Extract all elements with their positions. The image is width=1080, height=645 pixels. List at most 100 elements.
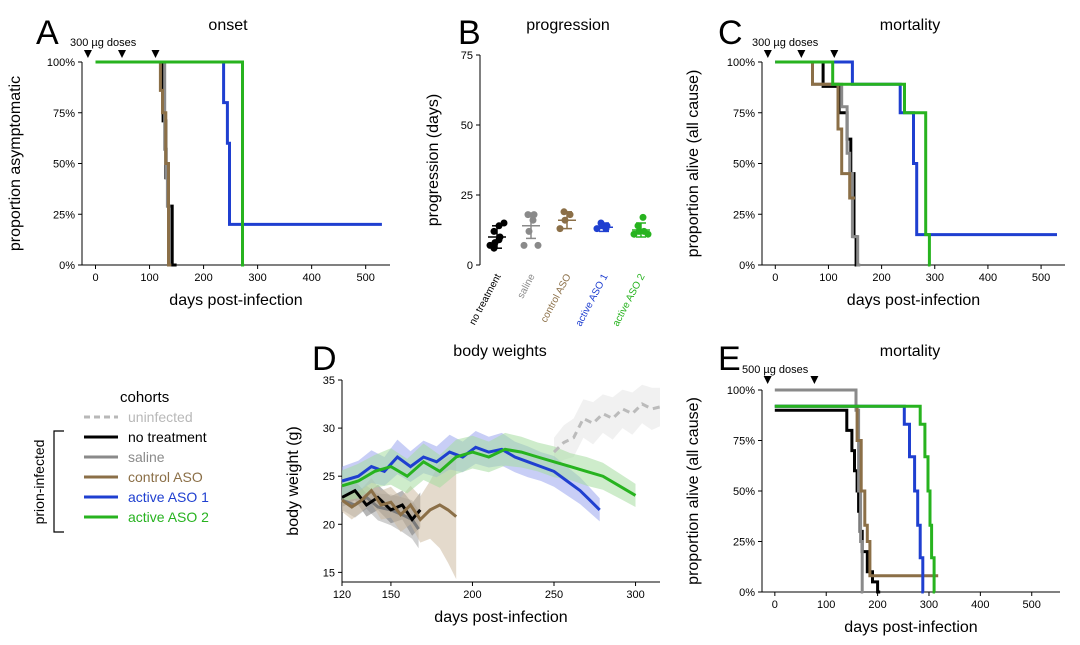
series-line-saline <box>775 60 861 267</box>
x-axis-label: days post-infection <box>434 609 567 626</box>
data-point <box>500 219 508 227</box>
x-tick-label: 300 <box>920 599 938 611</box>
x-axis-label: days post-infection <box>169 292 302 309</box>
data-point <box>556 225 564 233</box>
x-tick-label: 120 <box>333 589 351 601</box>
y-axis-label: progression (days) <box>425 94 442 227</box>
panel-e-dose-label: 500 µg doses <box>742 364 809 376</box>
series-line-control_aso <box>774 404 939 578</box>
y-tick-label: 50 <box>461 120 473 132</box>
category-label: active ASO 2 <box>611 272 648 329</box>
series-line-active_aso_2 <box>775 60 931 267</box>
x-tick-label: 500 <box>1032 272 1050 284</box>
legend-items: uninfected no treatment saline control ASO a… <box>84 409 209 525</box>
panel-a: A onset 300 µg doses 0 100 200 300 400 500 0% 2… <box>7 14 390 309</box>
x-axis-label: days post-infection <box>844 619 977 636</box>
legend-item-label: active ASO 1 <box>128 489 209 505</box>
x-tick-label: 0 <box>772 599 778 611</box>
dose-marker <box>117 50 126 58</box>
panel-d-plot: 120 150 200 250 300 15 20 25 30 35 days post-infec… <box>285 375 661 626</box>
y-tick-label: 75% <box>733 108 755 120</box>
x-tick-label: 200 <box>872 272 890 284</box>
panel-e-letter: E <box>718 340 741 378</box>
y-tick-label: 50% <box>53 159 75 171</box>
x-tick-label: 300 <box>626 589 644 601</box>
dose-marker <box>151 50 160 58</box>
y-axis-label: body weight (g) <box>285 426 302 535</box>
x-tick-label: 300 <box>248 272 266 284</box>
y-tick-label: 100% <box>727 57 755 69</box>
x-tick-label: 100 <box>817 599 835 611</box>
category-label: no treatment <box>468 272 504 327</box>
panel-c-dose-label: 300 µg doses <box>752 37 819 49</box>
x-tick-label: 500 <box>1023 599 1041 611</box>
y-tick-label: 50% <box>733 486 755 498</box>
legend-item-label: control ASO <box>128 469 203 485</box>
y-tick-label: 0% <box>739 587 755 599</box>
y-axis-label: proportion asymptomatic <box>7 76 24 251</box>
dose-marker <box>763 376 772 384</box>
legend-title: cohorts <box>120 389 169 406</box>
category-label: saline <box>516 272 538 301</box>
x-tick-label: 200 <box>194 272 212 284</box>
x-tick-label: 400 <box>302 272 320 284</box>
legend-item-label: active ASO 2 <box>128 509 209 525</box>
series-line-saline <box>774 388 864 594</box>
panel-b-title: progression <box>526 17 610 34</box>
category-label: active ASO 1 <box>574 272 611 329</box>
y-tick-label: 100% <box>727 385 755 397</box>
x-tick-label: 100 <box>819 272 837 284</box>
series-line-active_aso_1 <box>775 60 1057 237</box>
y-tick-label: 25 <box>461 190 473 202</box>
dose-marker <box>797 50 806 58</box>
panel-c-letter: C <box>718 14 743 52</box>
data-point <box>644 230 652 238</box>
y-tick-label: 20 <box>323 519 335 531</box>
panel-d: D body weights 120 150 200 250 300 15 20 25 30 35… <box>285 340 661 626</box>
panel-c-plot: 0 100 200 300 400 500 0% 25% 50% 75% 100% days post… <box>685 50 1065 309</box>
legend-item-label: no treatment <box>128 429 207 445</box>
series-line-no_treatment <box>775 60 858 267</box>
panel-b: B progression 0 25 50 75 progression (days) n… <box>425 14 652 328</box>
x-tick-label: 200 <box>463 589 481 601</box>
y-tick-label: 25 <box>323 471 335 483</box>
x-tick-label: 500 <box>357 272 375 284</box>
category-label: control ASO <box>539 272 574 324</box>
dose-marker <box>810 376 819 384</box>
panel-a-letter: A <box>36 14 59 52</box>
legend-group-label: prion-infected <box>31 440 47 525</box>
legend-item-label: saline <box>128 449 165 465</box>
x-tick-label: 200 <box>868 599 886 611</box>
panel-a-dose-label: 300 µg doses <box>70 37 137 49</box>
series-line-active_aso_1 <box>95 60 382 226</box>
series-line-control_aso <box>775 60 855 200</box>
panel-d-letter: D <box>312 340 337 378</box>
y-tick-label: 75% <box>53 108 75 120</box>
panel-b-plot: 0 25 50 75 progression (days) no treatment sal… <box>425 50 652 328</box>
y-axis-label: proportion alive (all cause) <box>685 70 702 258</box>
dose-marker <box>830 50 839 58</box>
data-point <box>534 241 542 249</box>
panel-e-plot: 0 100 200 300 400 500 0% 25% 50% 75% 100% days post… <box>685 376 1060 636</box>
y-tick-label: 25% <box>733 537 755 549</box>
series-line-active_aso_2 <box>95 60 245 267</box>
data-point <box>520 241 528 249</box>
panel-c: C mortality 300 µg doses 0 100 200 300 400 50… <box>685 14 1065 309</box>
data-point <box>490 227 498 235</box>
data-point <box>634 222 642 230</box>
x-tick-label: 0 <box>772 272 778 284</box>
x-tick-label: 0 <box>92 272 98 284</box>
panel-b-letter: B <box>458 14 481 52</box>
y-tick-label: 30 <box>323 423 335 435</box>
y-axis-label: proportion alive (all cause) <box>685 397 702 585</box>
band-uninfected <box>554 384 660 467</box>
y-tick-label: 100% <box>47 57 75 69</box>
y-tick-label: 50% <box>733 159 755 171</box>
series-line-uninfected <box>552 402 661 454</box>
dose-marker <box>83 50 92 58</box>
panel-d-title: body weights <box>453 343 546 360</box>
series-line-control_aso <box>341 488 458 522</box>
series-line-active_aso_1 <box>774 404 925 594</box>
series-line-active_aso_2 <box>341 447 637 497</box>
